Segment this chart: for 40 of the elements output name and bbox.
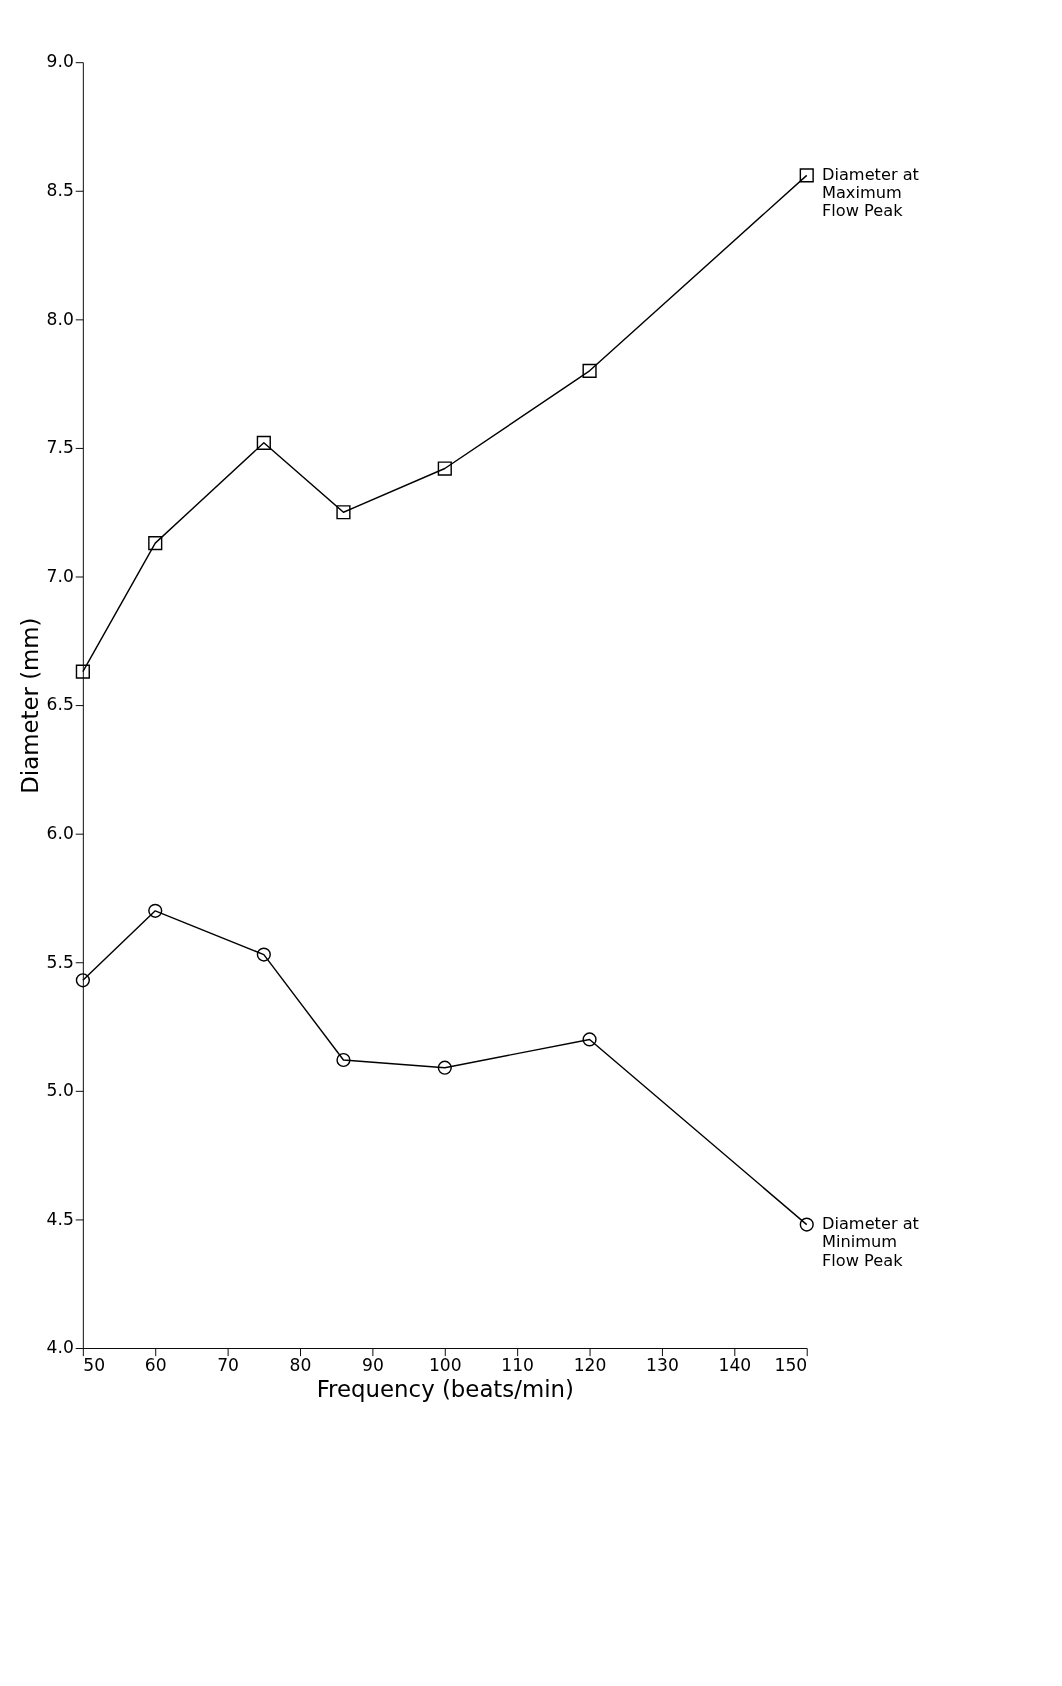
- x-tick-label: 60: [144, 1355, 167, 1376]
- x-tick-label: 90: [361, 1355, 384, 1376]
- point: [799, 168, 814, 183]
- x-tick-label: 100: [428, 1355, 462, 1376]
- series-label: Diameter at Maximum Flow Peak: [821, 165, 919, 221]
- point: [582, 1032, 597, 1047]
- x-tick-label: 150: [774, 1355, 808, 1376]
- point: [336, 505, 351, 520]
- point: [437, 1060, 452, 1075]
- y-axis-title: Diameter (mm): [16, 617, 43, 794]
- x-tick-label: 110: [501, 1355, 535, 1376]
- y-tick-label: 8.0: [46, 308, 74, 329]
- x-tick-label: 70: [217, 1355, 240, 1376]
- y-tick-label: 6.5: [46, 694, 74, 715]
- x-tick-label: 140: [718, 1355, 752, 1376]
- x-tick-label: 130: [646, 1355, 679, 1376]
- series-label: Diameter at Minimum Flow Peak: [821, 1214, 919, 1270]
- x-tick-label: 80: [289, 1355, 312, 1376]
- point: [336, 1052, 351, 1068]
- point: [75, 664, 90, 679]
- y-tick-label: 8.5: [46, 180, 74, 201]
- y-tick-label: 5.0: [46, 1080, 74, 1101]
- y-tick-label: 7.5: [46, 437, 74, 458]
- y-tick-label: 4.0: [46, 1337, 74, 1358]
- y-tick-label: 4.5: [46, 1208, 74, 1229]
- point: [799, 1217, 814, 1232]
- point: [437, 461, 452, 476]
- y-tick-label: 6.0: [46, 822, 74, 843]
- y-tick-label: 7.0: [46, 565, 74, 586]
- x-tick-label: 120: [573, 1355, 607, 1376]
- point: [256, 435, 271, 450]
- x-tick-label: 50: [83, 1355, 106, 1376]
- point: [582, 363, 597, 378]
- point: [256, 947, 271, 962]
- y-tick-label: 5.5: [46, 951, 74, 972]
- point: [75, 973, 90, 988]
- point: [148, 903, 163, 918]
- y-tick-label: 9.0: [46, 51, 74, 72]
- point: [148, 535, 163, 551]
- x-axis-title: Frequency (beats/min): [316, 1376, 574, 1403]
